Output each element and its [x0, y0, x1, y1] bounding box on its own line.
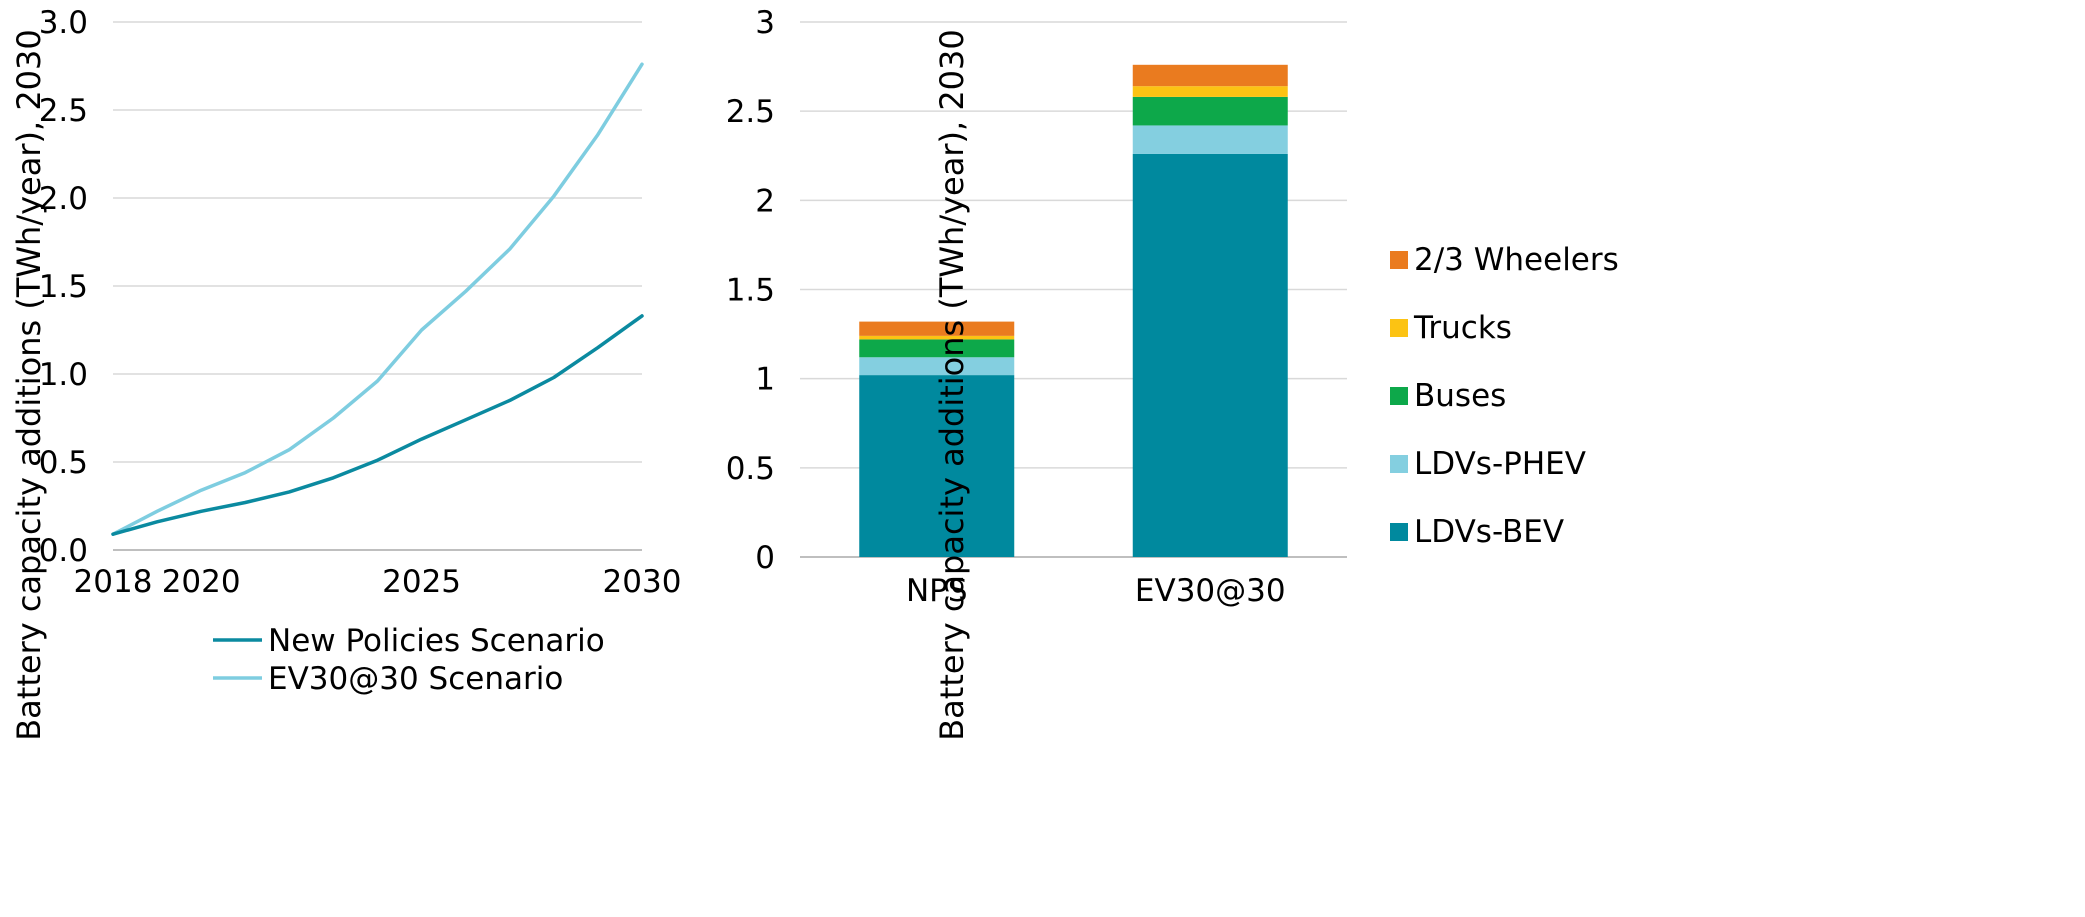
legend-label: Trucks: [1413, 310, 1512, 346]
legend-item-buses: Buses: [1390, 378, 1506, 414]
x-tick-label: 2020: [162, 564, 241, 600]
legend-label: 2/3 Wheelers: [1414, 242, 1619, 278]
legend-item-2-3-wheelers: 2/3 Wheelers: [1390, 242, 1619, 278]
y-tick-label: 0: [755, 540, 775, 576]
bar-segment-trucks: [1132, 86, 1288, 97]
category-label: NPS: [906, 573, 968, 609]
legend-swatch: [1390, 387, 1408, 405]
y-tick-label: 1: [755, 362, 775, 398]
legend-swatch: [1390, 523, 1408, 541]
line-chart: 0.0 0.5 1.0 1.5 2.0 2.5 3.0 2018 2020 2025 2030 B…: [10, 5, 681, 741]
bar-segment-ldvs-bev: [859, 375, 1015, 557]
y-tick-label: 2.5: [39, 93, 88, 129]
legend-label: EV30@30 Scenario: [268, 661, 563, 697]
legend-item-new-policies-scenario: New Policies Scenario: [213, 623, 605, 659]
bar-chart-y-tick-labels: 0 0.5 1 1.5 2 2.5 3: [726, 5, 775, 576]
y-tick-label: 1.5: [39, 269, 88, 305]
series-line-ev30-30-scenario: [111, 62, 644, 536]
legend-item-ev30-30-scenario: EV30@30 Scenario: [213, 661, 563, 697]
category-label: EV30@30: [1135, 573, 1286, 609]
legend-swatch: [1390, 455, 1408, 473]
legend-item-ldvs-bev: LDVs-BEV: [1390, 514, 1564, 550]
y-tick-label: 0.5: [39, 445, 88, 481]
legend-swatch: [1390, 319, 1408, 337]
bar-segment-ldvs-phev: [1132, 125, 1288, 154]
line-chart-series: [111, 62, 644, 536]
line-chart-gridlines: [113, 21, 642, 551]
bar-stack-ev30-30: [1132, 64, 1288, 557]
line-chart-x-tick-labels: 2018 2020 2025 2030: [74, 564, 682, 600]
bar-chart-category-labels: NPS EV30@30: [906, 573, 1286, 609]
legend-item-ldvs-phev: LDVs-PHEV: [1390, 446, 1586, 482]
series-line-new-policies-scenario: [111, 314, 644, 536]
y-tick-label: 0.0: [39, 533, 88, 569]
x-tick-label: 2025: [382, 564, 461, 600]
y-tick-label: 0.5: [726, 451, 775, 487]
y-tick-label: 2.5: [726, 94, 775, 130]
bar-segment-2-3-wheelers: [1132, 64, 1288, 87]
legend-item-trucks: Trucks: [1390, 310, 1512, 346]
bar-segment-buses: [859, 339, 1015, 358]
bar-chart-y-axis-title: Battery capacity additions (TWh/year), 2…: [933, 29, 971, 741]
bar-chart: 0 0.5 1 1.5 2 2.5 3 NPS EV30@30 Battery capacit…: [726, 5, 1619, 741]
bar-segment-trucks: [859, 335, 1015, 340]
y-tick-label: 3: [755, 5, 775, 41]
x-tick-label: 2030: [603, 564, 682, 600]
y-tick-label: 2: [755, 183, 775, 219]
bar-chart-legend: 2/3 Wheelers Trucks Buses LDVs-PHEV LDVs-BEV: [1390, 242, 1619, 550]
y-tick-label: 1.0: [39, 357, 88, 393]
bar-segment-ldvs-bev: [1132, 153, 1288, 557]
bar-segment-2-3-wheelers: [859, 321, 1015, 336]
y-tick-label: 2.0: [39, 181, 88, 217]
bar-segment-buses: [1132, 96, 1288, 126]
legend-label: Buses: [1414, 378, 1506, 414]
line-chart-y-tick-labels: 0.0 0.5 1.0 1.5 2.0 2.5 3.0: [39, 5, 88, 569]
bar-segment-ldvs-phev: [859, 357, 1015, 376]
line-chart-y-axis-title: Battery capacity additions (TWh/year), 2…: [10, 29, 48, 741]
bar-chart-bars: [859, 64, 1288, 557]
legend-label: LDVs-BEV: [1414, 514, 1564, 550]
legend-swatch: [1390, 251, 1408, 269]
y-tick-label: 1.5: [726, 273, 775, 309]
legend-label: New Policies Scenario: [268, 623, 605, 659]
bar-stack-nps: [859, 321, 1015, 557]
legend-label: LDVs-PHEV: [1414, 446, 1586, 482]
y-tick-label: 3.0: [39, 5, 88, 41]
x-tick-label: 2018: [74, 564, 153, 600]
